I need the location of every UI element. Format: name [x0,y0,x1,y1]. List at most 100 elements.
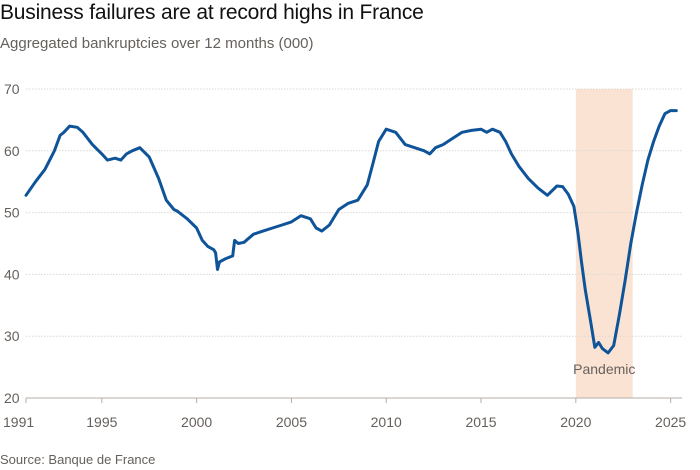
data-point [413,147,415,149]
x-tick-label: 2005 [276,414,307,430]
data-point [442,143,444,145]
data-point [537,187,539,189]
data-point [461,131,463,133]
pandemic-band-label: Pandemic [573,361,635,377]
data-point [675,109,677,111]
data-point [372,162,374,164]
y-tick-label: 70 [4,81,20,97]
data-point [658,125,660,127]
data-point [510,153,512,155]
data-line-layer [24,109,678,355]
data-point [25,194,27,196]
data-point [597,341,599,343]
x-tick-label: 1991 [3,414,34,430]
y-tick-label: 40 [4,266,20,282]
x-tick-label: 2010 [371,414,402,430]
data-point [641,184,643,186]
pandemic-band [575,89,633,398]
data-point [491,128,493,130]
data-point [158,177,160,179]
data-point [630,242,632,244]
x-tick-label: 2000 [181,414,212,430]
data-point [290,221,292,223]
data-point [527,177,529,179]
data-point [635,211,637,213]
data-point [201,239,203,241]
data-point [347,202,349,204]
data-point [106,159,108,161]
series-line [24,109,678,355]
data-point [176,210,178,212]
data-point [195,227,197,229]
data-point [584,289,586,291]
data-point [590,323,592,325]
data-point [613,344,615,346]
data-point [212,248,214,250]
chart-title: Business failures are at record highs in… [0,1,424,24]
data-point [82,131,84,133]
data-point [76,126,78,128]
x-tick-label: 2025 [655,414,686,430]
data-point [577,230,579,232]
data-point [618,313,620,315]
data-point [594,346,596,348]
data-point [607,352,609,354]
x-tick-label: 2015 [465,414,496,430]
data-point [669,109,671,111]
y-tick-label: 60 [4,143,20,159]
data-point [404,143,406,145]
data-point [224,258,226,260]
data-point [556,185,558,187]
y-tick-label: 30 [4,328,20,344]
source-note: Source: Banque de France [0,452,156,467]
data-point [580,261,582,263]
data-point [63,131,65,133]
x-tick-label: 2020 [560,414,591,430]
data-point [214,252,216,254]
data-point [243,241,245,243]
data-point [518,165,520,167]
data-point [216,268,218,270]
data-point [486,131,488,133]
data-point [328,224,330,226]
highlight-band-layer: Pandemic [573,89,635,398]
data-point [624,279,626,281]
data-point [321,230,323,232]
data-point [59,134,61,136]
data-point [429,153,431,155]
data-point [357,199,359,201]
data-point [91,143,93,145]
data-point [434,147,436,149]
data-point [44,168,46,170]
data-point [601,347,603,349]
data-point [315,227,317,229]
data-point [237,242,239,244]
chart-subtitle: Aggregated bankruptcies over 12 months (… [0,35,314,52]
data-point [309,218,311,220]
data-point [664,113,666,115]
data-point [647,159,649,161]
data-point [567,193,569,195]
y-tick-label: 50 [4,205,20,221]
data-point [114,157,116,159]
x-tick-label: 1995 [86,414,117,430]
data-point [131,150,133,152]
data-point [480,128,482,130]
data-point [148,156,150,158]
data-point [366,184,368,186]
data-point [139,147,141,149]
data-point [573,205,575,207]
data-point [423,150,425,152]
data-point [385,128,387,130]
data-point [561,185,563,187]
data-point [504,140,506,142]
data-point [173,208,175,210]
data-point [377,140,379,142]
data-point [499,131,501,133]
data-point [300,214,302,216]
data-point [470,129,472,131]
data-point [395,131,397,133]
data-point [652,140,654,142]
data-point [451,137,453,139]
data-point [165,199,167,201]
